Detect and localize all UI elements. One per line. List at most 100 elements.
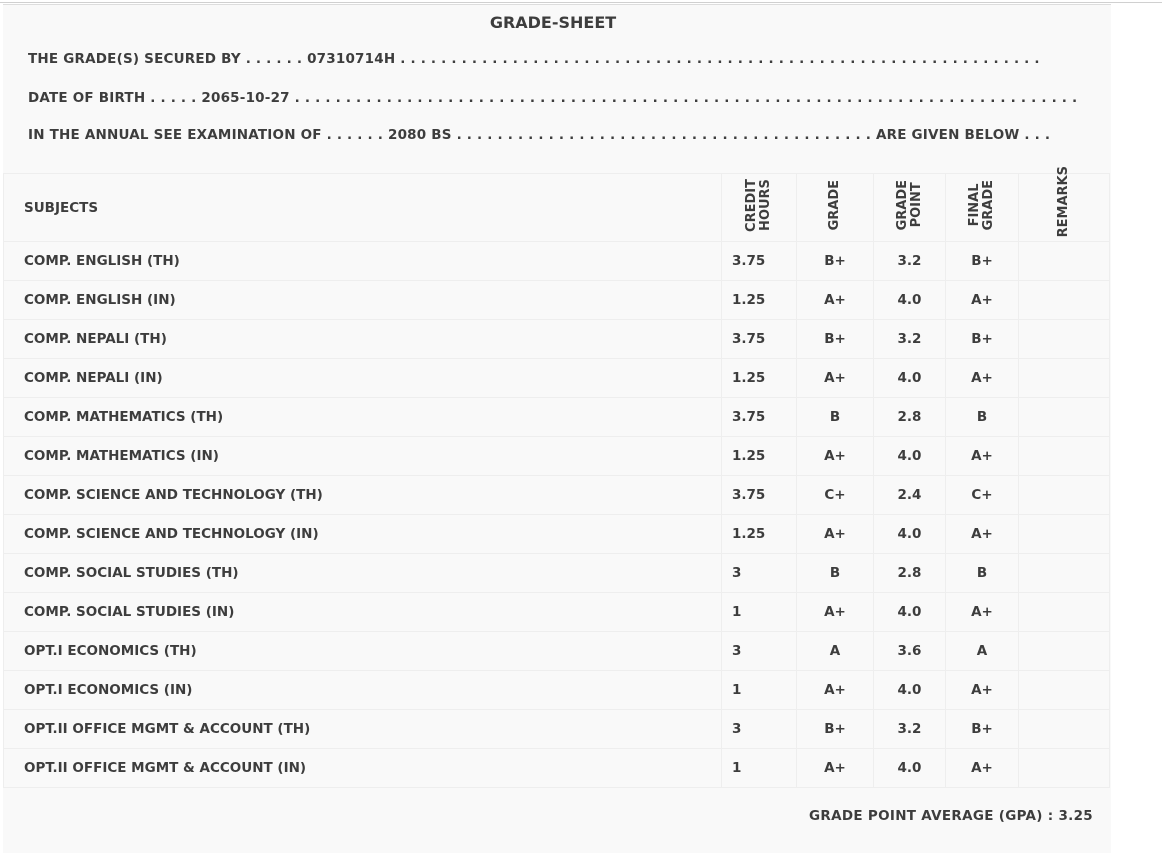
- grade-cell: A+: [796, 670, 874, 711]
- subject-cell: COMP. ENGLISH (IN): [3, 280, 722, 321]
- grade-point-cell: 4.0: [873, 514, 946, 555]
- grade-cell: A+: [796, 280, 874, 321]
- final-grade-cell: A+: [945, 748, 1019, 789]
- remarks-cell: [1018, 358, 1110, 399]
- grade-cell: B+: [796, 709, 874, 750]
- credit-hours-cell: 1: [721, 592, 797, 633]
- subject-cell: COMP. MATHEMATICS (IN): [3, 436, 722, 477]
- final-grade-cell: A+: [945, 514, 1019, 555]
- grade-point-cell: 4.0: [873, 592, 946, 633]
- subject-cell: OPT.I ECONOMICS (TH): [3, 631, 722, 672]
- grade-point-cell: 4.0: [873, 280, 946, 321]
- remarks-cell: [1018, 397, 1110, 438]
- top-divider: [0, 2, 1162, 3]
- grade-cell: B: [796, 553, 874, 594]
- final-grade-cell: B+: [945, 319, 1019, 360]
- gpa: GRADE POINT AVERAGE (GPA) : 3.25: [809, 808, 1093, 824]
- grade-point-cell: 4.0: [873, 358, 946, 399]
- exam-line: IN THE ANNUAL SEE EXAMINATION OF . . . .…: [28, 127, 1051, 143]
- header-final-grade: FINAL GRADE: [945, 172, 1019, 243]
- grade-sheet: GRADE-SHEET THE GRADE(S) SECURED BY . . …: [3, 4, 1111, 853]
- gpa-value: 3.25: [1058, 808, 1093, 824]
- remarks-cell: [1018, 475, 1110, 516]
- final-grade-cell: A: [945, 631, 1019, 672]
- subject-cell: OPT.II OFFICE MGMT & ACCOUNT (TH): [3, 709, 722, 750]
- subject-cell: COMP. ENGLISH (TH): [3, 241, 722, 282]
- final-grade-cell: C+: [945, 475, 1019, 516]
- credit-hours-cell: 1: [721, 670, 797, 711]
- final-grade-cell: A+: [945, 280, 1019, 321]
- grade-point-cell: 4.0: [873, 436, 946, 477]
- remarks-cell: [1018, 592, 1110, 633]
- credit-hours-cell: 1: [721, 748, 797, 789]
- grade-cell: A+: [796, 592, 874, 633]
- remarks-cell: [1018, 241, 1110, 282]
- dob-value: 2065-10-27: [201, 90, 290, 106]
- subject-cell: COMP. SOCIAL STUDIES (IN): [3, 592, 722, 633]
- remarks-cell: [1018, 748, 1110, 789]
- header-grade-point: GRADE POINT: [873, 172, 946, 243]
- table-row: COMP. NEPALI (TH) 3.75 B+ 3.2 B+: [3, 319, 1110, 360]
- header-credit-hours: CREDIT HOURS: [721, 172, 797, 243]
- table-row: OPT.I ECONOMICS (IN) 1 A+ 4.0 A+: [3, 670, 1110, 711]
- table-row: COMP. ENGLISH (TH) 3.75 B+ 3.2 B+: [3, 241, 1110, 282]
- grade-point-cell: 3.2: [873, 241, 946, 282]
- credit-hours-cell: 3.75: [721, 397, 797, 438]
- final-grade-cell: A+: [945, 436, 1019, 477]
- remarks-cell: [1018, 436, 1110, 477]
- table-row: COMP. SOCIAL STUDIES (TH) 3 B 2.8 B: [3, 553, 1110, 594]
- subject-cell: OPT.II OFFICE MGMT & ACCOUNT (IN): [3, 748, 722, 789]
- header-grade: GRADE: [796, 172, 874, 243]
- final-grade-cell: B: [945, 397, 1019, 438]
- remarks-cell: [1018, 553, 1110, 594]
- grade-cell: A+: [796, 748, 874, 789]
- dob-line: DATE OF BIRTH . . . . . 2065-10-27 . . .…: [28, 90, 1078, 106]
- remarks-cell: [1018, 319, 1110, 360]
- credit-hours-cell: 3: [721, 709, 797, 750]
- grade-cell: A: [796, 631, 874, 672]
- symbol-number: 07310714H: [307, 51, 396, 67]
- final-grade-cell: A+: [945, 670, 1019, 711]
- credit-hours-cell: 1.25: [721, 358, 797, 399]
- grade-point-cell: 2.8: [873, 397, 946, 438]
- grade-cell: C+: [796, 475, 874, 516]
- final-grade-cell: A+: [945, 358, 1019, 399]
- subject-cell: COMP. NEPALI (IN): [3, 358, 722, 399]
- subject-cell: COMP. SOCIAL STUDIES (TH): [3, 553, 722, 594]
- final-grade-cell: B: [945, 553, 1019, 594]
- grade-cell: A+: [796, 358, 874, 399]
- subject-cell: COMP. SCIENCE AND TECHNOLOGY (IN): [3, 514, 722, 555]
- remarks-cell: [1018, 514, 1110, 555]
- credit-hours-cell: 1.25: [721, 514, 797, 555]
- grade-point-cell: 2.4: [873, 475, 946, 516]
- table-row: OPT.II OFFICE MGMT & ACCOUNT (IN) 1 A+ 4.0 A…: [3, 748, 1110, 789]
- subject-cell: OPT.I ECONOMICS (IN): [3, 670, 722, 711]
- credit-hours-cell: 1.25: [721, 436, 797, 477]
- final-grade-cell: A+: [945, 592, 1019, 633]
- grades-table: SUBJECTS CREDIT HOURS GRADE GRADE POINT FI…: [3, 166, 1110, 789]
- grade-point-cell: 4.0: [873, 670, 946, 711]
- remarks-cell: [1018, 280, 1110, 321]
- grade-cell: A+: [796, 514, 874, 555]
- table-row: COMP. SCIENCE AND TECHNOLOGY (IN) 1.25 A+ 4…: [3, 514, 1110, 555]
- grade-point-cell: 4.0: [873, 748, 946, 789]
- credit-hours-cell: 1.25: [721, 280, 797, 321]
- grade-point-cell: 3.6: [873, 631, 946, 672]
- table-row: COMP. NEPALI (IN) 1.25 A+ 4.0 A+: [3, 358, 1110, 399]
- credit-hours-cell: 3: [721, 631, 797, 672]
- header-remarks: REMARKS: [1018, 166, 1110, 243]
- final-grade-cell: B+: [945, 709, 1019, 750]
- credit-hours-cell: 3.75: [721, 241, 797, 282]
- table-row: OPT.II OFFICE MGMT & ACCOUNT (TH) 3 B+ 3.2 B…: [3, 709, 1110, 750]
- subject-cell: COMP. MATHEMATICS (TH): [3, 397, 722, 438]
- table-row: COMP. MATHEMATICS (IN) 1.25 A+ 4.0 A+: [3, 436, 1110, 477]
- table-header: SUBJECTS CREDIT HOURS GRADE GRADE POINT FI…: [3, 166, 1110, 243]
- exam-year: 2080 BS: [387, 127, 452, 143]
- table-row: COMP. SOCIAL STUDIES (IN) 1 A+ 4.0 A+: [3, 592, 1110, 633]
- table-row: COMP. MATHEMATICS (TH) 3.75 B 2.8 B: [3, 397, 1110, 438]
- subject-cell: COMP. NEPALI (TH): [3, 319, 722, 360]
- subject-cell: COMP. SCIENCE AND TECHNOLOGY (TH): [3, 475, 722, 516]
- header-subjects: SUBJECTS: [3, 172, 722, 243]
- page-title: GRADE-SHEET: [489, 13, 617, 32]
- grade-point-cell: 2.8: [873, 553, 946, 594]
